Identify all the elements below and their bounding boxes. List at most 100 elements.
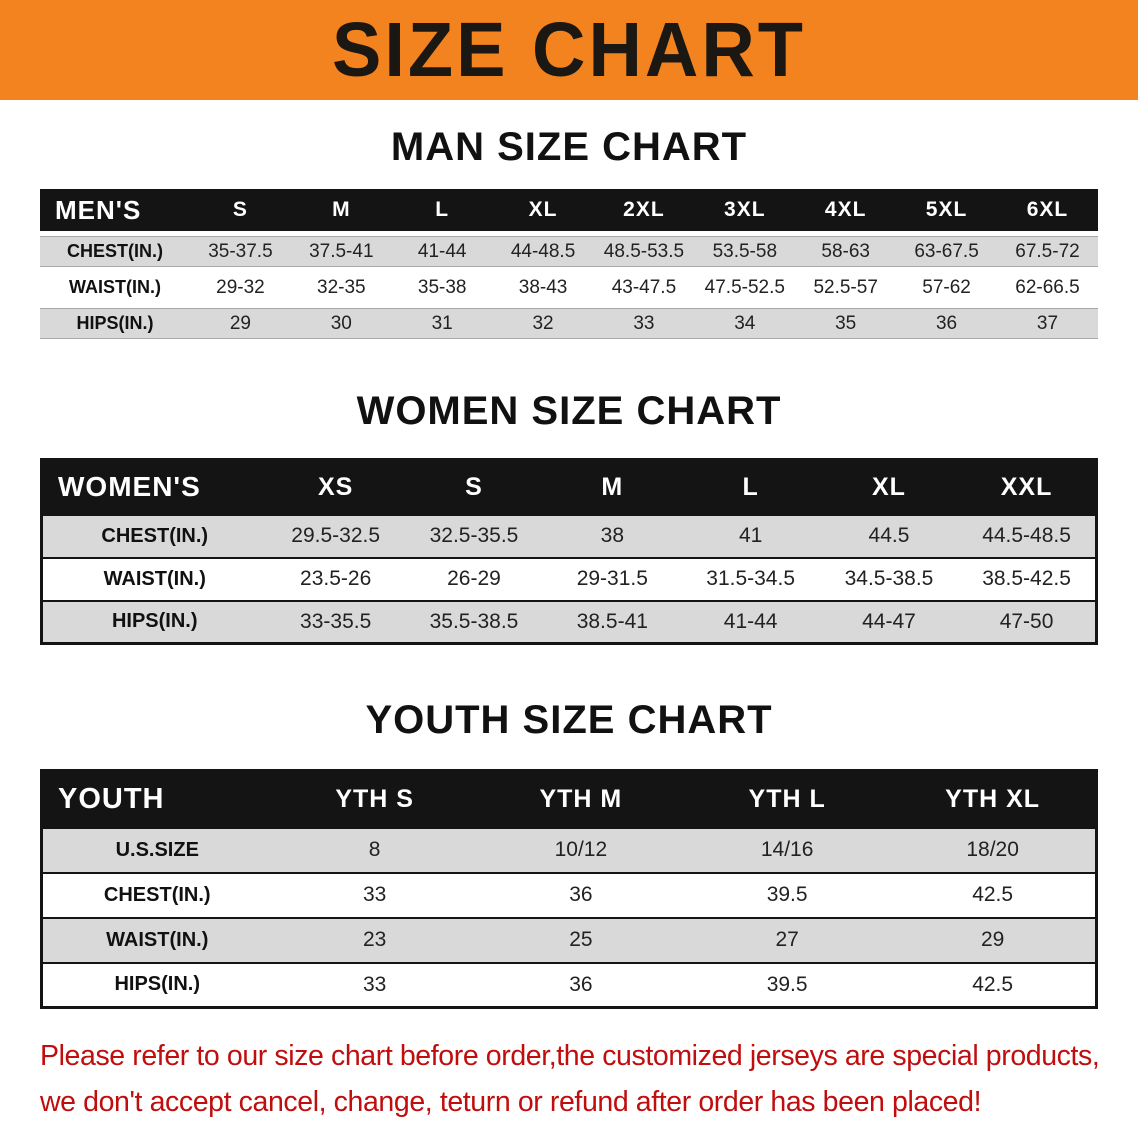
table-row: WAIST(IN.) 23.5-26 26-29 29-31.5 31.5-34.5 34… [41, 556, 1097, 601]
measurement-value-cell: 44-47 [819, 599, 959, 644]
measurement-value-cell: 35-38 [417, 276, 467, 298]
table-row: WAIST(IN.) 29-32 32-35 35-38 38-43 43-47.5 47.… [40, 272, 1098, 303]
measurement-value-cell: 33 [593, 308, 695, 339]
table-row: CHEST(IN.) 35-37.5 37.5-41 41-44 44-48.5 48.5… [40, 236, 1098, 267]
size-header-cell: 5XL [896, 189, 997, 231]
row-label-cell: CHEST(IN.) [41, 513, 267, 558]
size-header-cell: YTH XL [890, 770, 1097, 828]
size-header-cell: L [391, 189, 493, 231]
youth-section-heading: YOUTH SIZE CHART [365, 698, 773, 742]
measurement-value-cell: 33 [271, 961, 478, 1008]
row-label-cell: HIPS(IN.) [41, 599, 267, 644]
table-row: U.S.SIZE 8 10/12 14/16 18/20 [41, 826, 1097, 873]
measurement-value-cell: 27 [684, 916, 891, 963]
measurement-value-cell: 18/20 [890, 826, 1097, 873]
measurement-value-cell: 42.5 [890, 961, 1097, 1008]
table-row: WAIST(IN.) 23 25 27 29 [41, 916, 1097, 963]
measurement-value-cell: 23.5-26 [266, 556, 405, 601]
men-size-section: MAN SIZE CHART MEN'S S M L XL 2XL 3XL 4XL 5XL 6XL… [0, 124, 1138, 344]
row-label-cell: WAIST(IN.) [41, 916, 272, 963]
table-header-row: YOUTH YTH S YTH M YTH L YTH XL [41, 770, 1097, 828]
measurement-value-cell: 29 [890, 916, 1097, 963]
measurement-value-cell: 33 [271, 871, 478, 918]
measurement-value-cell: 31.5-34.5 [681, 556, 820, 601]
size-header-cell: YTH S [271, 770, 478, 828]
measurement-value-cell: 29-32 [216, 276, 265, 298]
row-label-cell: WAIST(IN.) [41, 556, 267, 601]
size-header-cell: S [404, 459, 544, 515]
notice-line-1: Please refer to our size chart before or… [40, 1040, 1100, 1072]
measurement-value-cell: 32 [492, 308, 594, 339]
measurement-value-cell: 39.5 [684, 961, 891, 1008]
size-header-cell: S [190, 189, 291, 231]
table-title-cell: YOUTH [41, 770, 272, 828]
row-label-cell: WAIST(IN.) [69, 277, 161, 297]
row-label-cell: CHEST(IN.) [40, 236, 190, 267]
measurement-value-cell: 29.5-32.5 [266, 513, 405, 558]
measurement-value-cell: 36 [477, 961, 684, 1008]
measurement-value-cell: 44.5-48.5 [958, 513, 1097, 558]
measurement-value-cell: 57-62 [922, 276, 971, 298]
size-header-cell: 4XL [795, 189, 897, 231]
row-label-cell: CHEST(IN.) [41, 871, 272, 918]
measurement-value-cell: 10/12 [477, 826, 684, 873]
measurement-value-cell: 38 [543, 513, 682, 558]
size-header-cell: 3XL [694, 189, 796, 231]
measurement-value-cell: 36 [896, 308, 997, 339]
measurement-value-cell: 23 [271, 916, 478, 963]
size-header-cell: M [543, 459, 682, 515]
row-label-cell: U.S.SIZE [41, 826, 272, 873]
table-row: HIPS(IN.) 29 30 31 32 33 34 35 36 37 [40, 308, 1098, 339]
measurement-value-cell: 44-48.5 [492, 236, 594, 267]
measurement-value-cell: 47.5-52.5 [704, 276, 785, 298]
size-header-cell: YTH M [477, 770, 684, 828]
table-row: CHEST(IN.) 29.5-32.5 32.5-35.5 38 41 44.5 44.5… [41, 513, 1097, 558]
measurement-value-cell: 44.5 [819, 513, 959, 558]
measurement-value-cell: 62-66.5 [1015, 276, 1080, 298]
measurement-value-cell: 25 [477, 916, 684, 963]
youth-size-table: YOUTH YTH S YTH M YTH L YTH XL U.S.SIZE 8 10/12… [40, 769, 1098, 1009]
table-row: HIPS(IN.) 33-35.5 35.5-38.5 38.5-41 41-44 44-… [41, 599, 1097, 644]
men-section-heading: MAN SIZE CHART [390, 125, 748, 169]
measurement-value-cell: 38.5-42.5 [958, 556, 1097, 601]
measurement-value-cell: 32.5-35.5 [404, 513, 544, 558]
size-header-cell: 2XL [593, 189, 695, 231]
size-header-cell: L [681, 459, 820, 515]
measurement-value-cell: 48.5-53.5 [593, 236, 695, 267]
size-chart-banner: SIZE CHART [0, 0, 1138, 100]
measurement-value-cell: 42.5 [890, 871, 1097, 918]
measurement-value-cell: 34.5-38.5 [819, 556, 959, 601]
size-header-cell: XS [266, 459, 405, 515]
table-header-row: MEN'S S M L XL 2XL 3XL 4XL 5XL 6XL [40, 189, 1098, 231]
measurement-value-cell: 38-43 [518, 276, 568, 298]
size-header-cell: YTH L [684, 770, 891, 828]
measurement-value-cell: 31 [391, 308, 493, 339]
table-title-cell: MEN'S [40, 189, 190, 231]
women-size-section: WOMEN SIZE CHART WOMEN'S XS S M L XL XXL CHEST(… [0, 388, 1138, 645]
measurement-value-cell: 43-47.5 [611, 276, 677, 298]
measurement-value-cell: 35-37.5 [190, 236, 291, 267]
size-header-cell: XXL [958, 459, 1097, 515]
size-header-cell: XL [819, 459, 959, 515]
measurement-value-cell: 14/16 [684, 826, 891, 873]
measurement-value-cell: 37 [997, 308, 1098, 339]
youth-size-section: YOUTH SIZE CHART YOUTH YTH S YTH M YTH L YTH… [0, 697, 1138, 1009]
measurement-value-cell: 41 [681, 513, 820, 558]
measurement-value-cell: 63-67.5 [896, 236, 997, 267]
measurement-value-cell: 35 [795, 308, 897, 339]
measurement-value-cell: 39.5 [684, 871, 891, 918]
notice-line-2: we don't accept cancel, change, teturn o… [40, 1086, 982, 1119]
measurement-value-cell: 52.5-57 [813, 276, 878, 298]
men-size-table: MEN'S S M L XL 2XL 3XL 4XL 5XL 6XL CHEST(IN.) 35-37… [40, 184, 1098, 344]
measurement-value-cell: 41-44 [681, 599, 820, 644]
page-title: SIZE CHART [332, 6, 806, 93]
measurement-value-cell: 8 [271, 826, 478, 873]
size-header-cell: 6XL [997, 189, 1098, 231]
measurement-value-cell: 58-63 [795, 236, 897, 267]
women-size-table: WOMEN'S XS S M L XL XXL CHEST(IN.) 29.5-32.5 32.5… [40, 458, 1098, 645]
measurement-value-cell: 32-35 [317, 276, 366, 298]
measurement-value-cell: 53.5-58 [694, 236, 796, 267]
measurement-value-cell: 26-29 [404, 556, 544, 601]
measurement-value-cell: 35.5-38.5 [404, 599, 544, 644]
measurement-value-cell: 37.5-41 [290, 236, 392, 267]
